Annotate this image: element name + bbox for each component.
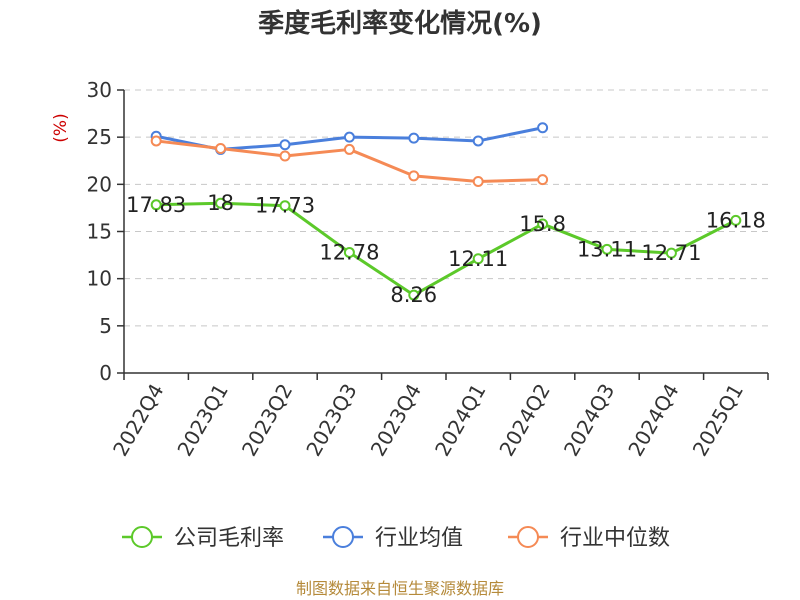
data-point[interactable] [601, 243, 613, 255]
data-point[interactable] [472, 253, 484, 265]
grid-lines [124, 89, 768, 327]
data-point[interactable] [408, 170, 420, 182]
data-label: 13.11 [577, 237, 637, 261]
data-point[interactable] [215, 197, 227, 209]
x-tick-label: 2023Q2 [237, 380, 297, 461]
data-point[interactable] [343, 131, 355, 143]
data-label: 12.11 [448, 247, 508, 271]
x-tick-label: 2025Q1 [688, 380, 748, 461]
x-tick-label: 2024Q2 [494, 380, 554, 461]
x-tick-label: 2023Q4 [366, 380, 426, 461]
data-point[interactable] [537, 218, 549, 230]
y-tick-label: 20 [87, 172, 112, 196]
data-label: 16.18 [706, 208, 766, 232]
data-point[interactable] [537, 174, 549, 186]
y-tick-label: 5 [99, 314, 112, 338]
data-point[interactable] [472, 176, 484, 188]
data-point[interactable] [279, 200, 291, 212]
chart-title: 季度毛利率变化情况(%) [258, 8, 542, 39]
data-point[interactable] [408, 132, 420, 144]
legend-label: 公司毛利率 [174, 526, 284, 551]
legend-marker-icon [517, 526, 539, 548]
legend[interactable]: 公司毛利率 行业均值 行业中位数 [122, 526, 670, 551]
data-point[interactable] [150, 199, 162, 211]
data-point[interactable] [408, 289, 420, 301]
series-layer [150, 122, 742, 301]
data-point[interactable] [730, 214, 742, 226]
data-point[interactable] [279, 139, 291, 151]
y-tick-label: 25 [87, 125, 112, 149]
x-tick-label: 2024Q1 [430, 380, 490, 461]
data-point[interactable] [665, 247, 677, 259]
data-label: 8.26 [390, 283, 437, 307]
data-label: 15.8 [519, 212, 566, 236]
data-label: 12.71 [641, 241, 701, 265]
legend-marker-icon [332, 526, 354, 548]
legend-label: 行业中位数 [560, 526, 670, 551]
data-point[interactable] [537, 122, 549, 134]
series-2 [150, 135, 549, 188]
data-label: 18 [207, 191, 234, 215]
x-tick-label: 2022Q4 [108, 380, 168, 461]
data-point[interactable] [150, 135, 162, 147]
x-tick-label: 2023Q3 [301, 380, 361, 461]
legend-item-1[interactable]: 行业均值 [323, 526, 463, 551]
legend-marker-icon [131, 526, 153, 548]
data-point[interactable] [215, 142, 227, 154]
x-tick-label: 2023Q1 [172, 380, 232, 461]
y-tick-label: 0 [99, 361, 112, 385]
y-axis-unit-label: (%) [51, 113, 71, 142]
legend-item-2[interactable]: 行业中位数 [508, 526, 670, 551]
y-tick-label: 10 [87, 267, 112, 291]
x-tick-label: 2024Q4 [623, 380, 683, 461]
data-point[interactable] [279, 150, 291, 162]
y-tick-label: 30 [87, 78, 112, 102]
data-point[interactable] [343, 246, 355, 258]
data-point[interactable] [472, 135, 484, 147]
axes: 0 5 10 15 20 25 30 2022Q4 2023Q1 2023Q2 2023Q3 2023… [87, 78, 769, 461]
data-label: 17.73 [255, 194, 315, 218]
series-line [156, 201, 737, 297]
x-tick-label: 2024Q3 [559, 380, 619, 461]
y-tick-label: 15 [87, 220, 112, 244]
legend-item-0[interactable]: 公司毛利率 [122, 526, 284, 551]
source-caption: 制图数据来自恒生聚源数据库 [296, 579, 504, 598]
data-point[interactable] [343, 143, 355, 155]
series-0 [150, 197, 742, 301]
legend-label: 行业均值 [375, 526, 463, 551]
data-label: 17.83 [126, 193, 186, 217]
data-label: 12.78 [319, 240, 379, 264]
